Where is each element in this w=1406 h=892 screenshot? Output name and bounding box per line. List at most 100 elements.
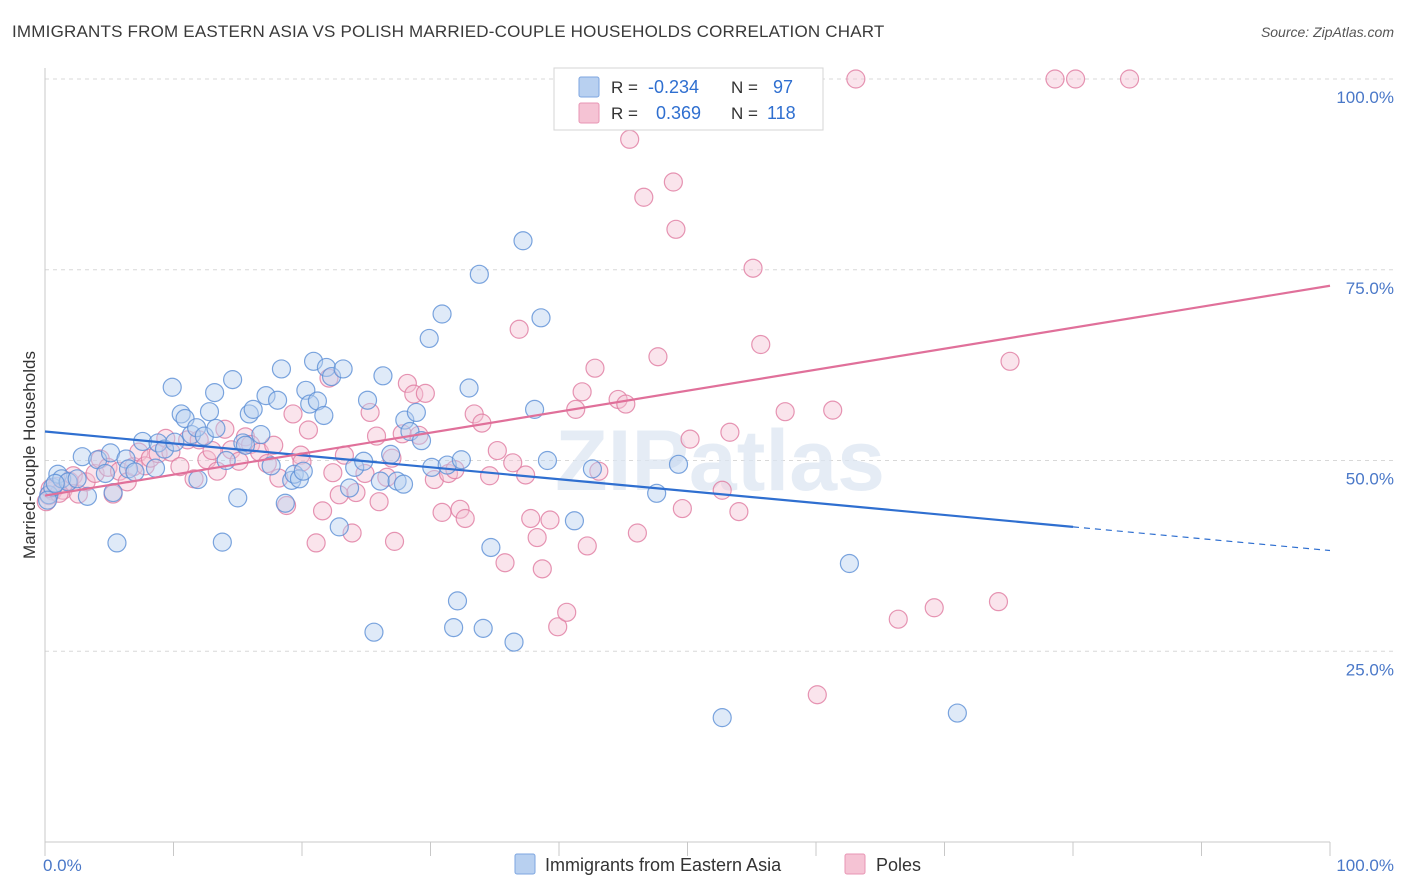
stats-legend: R = -0.234 N = 97 R = 0.369 N = 118 xyxy=(553,67,824,131)
data-point xyxy=(206,418,226,439)
data-point xyxy=(275,493,295,513)
y-axis-title: Married-couple Households xyxy=(20,351,39,559)
data-point xyxy=(323,463,343,483)
data-point xyxy=(170,457,190,477)
data-point xyxy=(548,617,568,637)
data-point xyxy=(77,486,98,506)
data-point xyxy=(495,553,515,573)
data-point xyxy=(67,469,87,489)
x-tick-label: 0.0% xyxy=(43,856,82,875)
data-point xyxy=(487,440,507,461)
data-point xyxy=(729,502,749,522)
y-tick-label: 50.0% xyxy=(1346,470,1394,489)
data-point xyxy=(312,501,333,521)
data-point xyxy=(846,69,866,89)
data-point xyxy=(339,478,360,498)
data-point xyxy=(743,258,763,278)
trend-lines xyxy=(44,284,1331,552)
data-point xyxy=(373,366,393,386)
legend-n-value: 97 xyxy=(773,77,793,97)
data-point xyxy=(712,480,732,500)
data-point xyxy=(557,602,577,622)
data-point xyxy=(298,420,319,440)
data-point xyxy=(680,429,700,449)
data-point xyxy=(807,685,827,705)
data-point xyxy=(162,377,182,397)
data-point xyxy=(393,474,414,494)
data-point xyxy=(333,359,353,379)
y-tick-label: 100.0% xyxy=(1336,88,1394,107)
data-point xyxy=(564,511,585,531)
data-point xyxy=(527,527,547,548)
data-point xyxy=(620,129,640,149)
data-point xyxy=(95,463,115,484)
legend-swatch-blue xyxy=(514,853,536,875)
data-point xyxy=(419,328,439,349)
data-point xyxy=(513,231,533,251)
data-point xyxy=(370,471,390,491)
data-point xyxy=(107,533,127,553)
data-point xyxy=(823,400,843,420)
data-point xyxy=(947,703,967,723)
data-point xyxy=(154,439,175,459)
data-point xyxy=(37,490,58,510)
data-point xyxy=(271,359,292,379)
data-point xyxy=(415,383,435,403)
data-point xyxy=(577,536,597,556)
data-point xyxy=(432,502,452,522)
data-point xyxy=(672,498,692,519)
data-point xyxy=(627,523,647,543)
legend-n-label: N = xyxy=(731,104,758,123)
grid xyxy=(45,78,1395,652)
watermark: ZIPatlas xyxy=(555,413,885,509)
data-point xyxy=(444,617,464,638)
data-point xyxy=(357,390,378,410)
data-point xyxy=(473,618,493,638)
data-point xyxy=(355,463,375,484)
data-point xyxy=(447,591,468,611)
data-point xyxy=(267,390,288,410)
data-point xyxy=(537,450,558,471)
data-point xyxy=(1065,69,1086,89)
y-tick-label: 75.0% xyxy=(1346,279,1394,298)
legend-n-value: 118 xyxy=(767,103,796,123)
axes xyxy=(44,68,1331,856)
data-point xyxy=(648,347,668,367)
data-point xyxy=(395,410,415,430)
x-tick-label: 100.0% xyxy=(1336,856,1394,875)
data-point xyxy=(384,531,405,551)
data-point xyxy=(321,366,342,387)
data-point xyxy=(521,508,541,529)
data-point xyxy=(432,304,452,324)
data-point xyxy=(145,458,166,478)
data-point xyxy=(223,370,243,390)
source-label: Source: ZipAtlas.com xyxy=(1260,24,1394,40)
data-point xyxy=(503,453,523,473)
data-point xyxy=(381,444,401,464)
data-point xyxy=(261,456,281,476)
data-point xyxy=(188,469,208,490)
data-point xyxy=(509,319,529,339)
data-point xyxy=(251,424,271,445)
data-point xyxy=(504,632,524,652)
data-point xyxy=(397,373,417,394)
x-tick-labels: 0.0% 100.0% xyxy=(43,856,1394,875)
data-point xyxy=(256,386,276,406)
data-point xyxy=(360,402,380,423)
data-point xyxy=(720,422,740,442)
data-point xyxy=(125,462,145,482)
legend-r-value: -0.234 xyxy=(648,77,699,97)
data-point xyxy=(480,466,500,486)
data-point xyxy=(329,517,349,537)
legend-r-label: R = xyxy=(611,104,638,123)
data-point xyxy=(72,447,92,467)
data-point xyxy=(300,394,320,414)
data-point xyxy=(839,553,860,574)
data-point xyxy=(540,510,560,530)
legend-swatch-blue xyxy=(578,76,600,98)
data-point xyxy=(233,433,253,453)
legend-r-label: R = xyxy=(611,78,638,97)
data-point xyxy=(751,334,771,355)
data-point xyxy=(634,187,654,207)
